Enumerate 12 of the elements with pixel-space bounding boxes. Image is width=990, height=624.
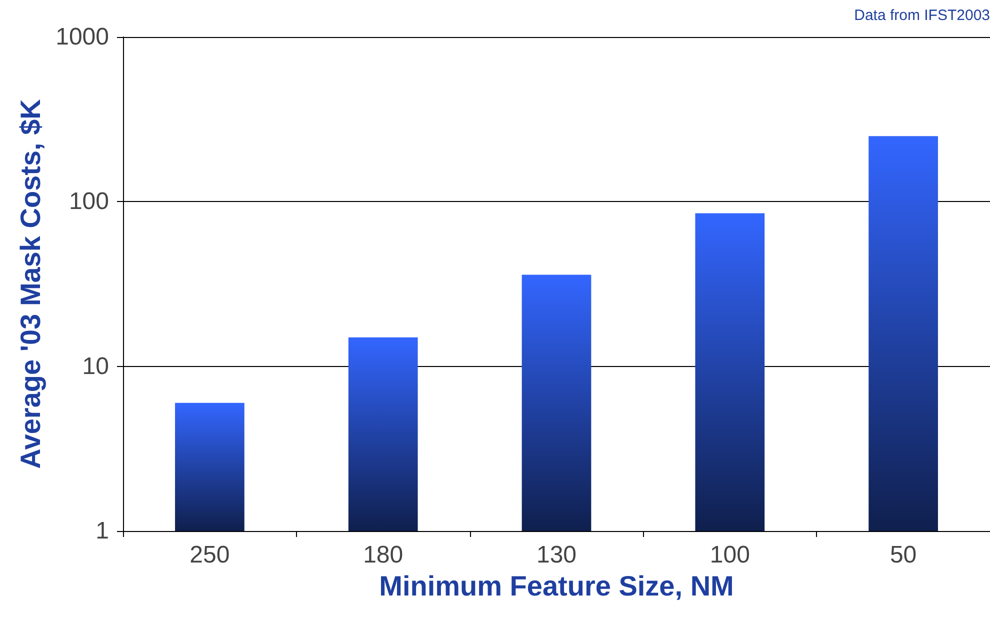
x-tick-label: 50 bbox=[890, 542, 917, 568]
y-tick-label: 10 bbox=[82, 352, 109, 380]
x-tick-label: 100 bbox=[710, 542, 750, 568]
x-tick-label: 250 bbox=[190, 542, 230, 568]
x-tick-label: 180 bbox=[363, 542, 404, 568]
x-axis-title: Minimum Feature Size, NM bbox=[379, 570, 734, 602]
y-tick-label: 1000 bbox=[56, 24, 109, 50]
y-tick-label: 100 bbox=[68, 188, 109, 216]
y-axis-title: Average '03 Mask Costs, $K bbox=[15, 99, 46, 469]
y-tick-label: 1 bbox=[96, 518, 109, 544]
x-tick-label: 130 bbox=[536, 542, 577, 568]
text: Data from IFST2003 bbox=[854, 7, 990, 24]
